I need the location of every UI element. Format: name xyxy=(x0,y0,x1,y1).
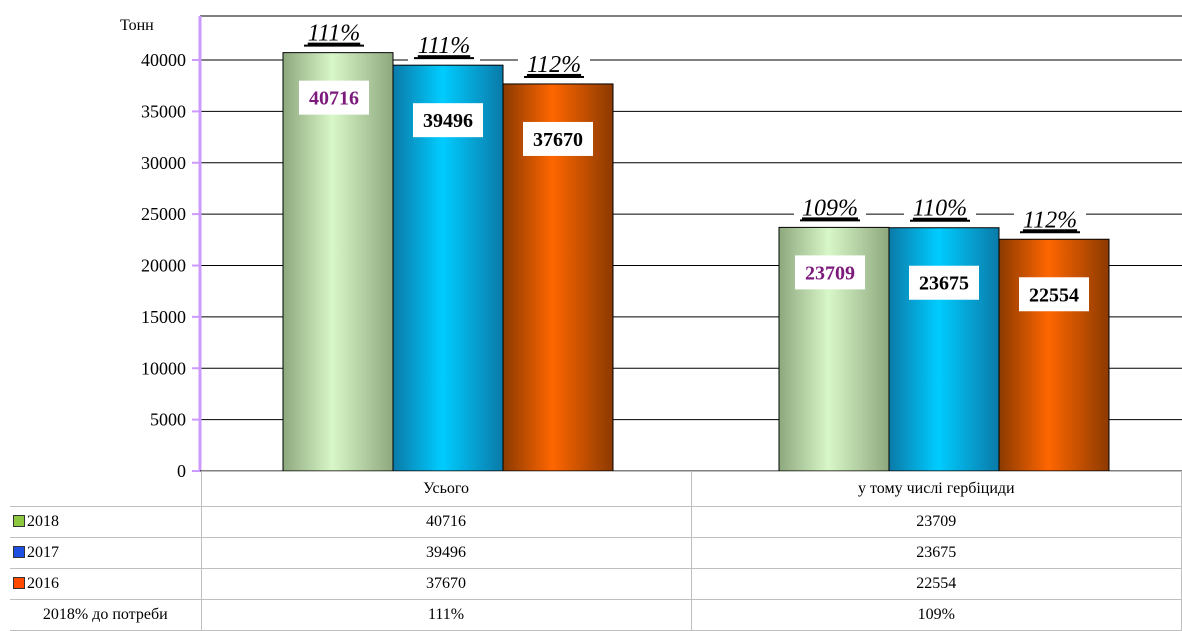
y-tick-label: 40000 xyxy=(141,50,186,70)
y-tick-label: 0 xyxy=(177,461,186,480)
data-table: Усього у тому числі гербіциди 2018 40716… xyxy=(10,471,1182,631)
data-label: 37670 xyxy=(533,129,583,151)
data-label: 23675 xyxy=(919,273,969,295)
percent-label: 110% xyxy=(913,196,967,222)
data-label-box xyxy=(909,265,979,300)
table-cell: 40716 xyxy=(200,506,692,538)
percent-label: 109% xyxy=(802,195,858,221)
data-label-box xyxy=(299,80,369,115)
legend-swatch-2017 xyxy=(13,546,25,558)
percent-label-box xyxy=(794,193,866,224)
bar-chart: 40716 111% 39496 111% 37670 112% 23709 109% 2367… xyxy=(120,15,1182,480)
data-label-box xyxy=(795,255,865,290)
y-axis-title: Тонн xyxy=(120,17,154,34)
bars-layer xyxy=(282,52,1110,472)
table-cell: 111% xyxy=(200,599,692,631)
bar-2016 xyxy=(998,238,1110,472)
y-tick-label: 35000 xyxy=(141,101,186,121)
table-row: 2016 37670 22554 xyxy=(10,568,1182,600)
data-label: 22554 xyxy=(1029,284,1079,306)
table-cell: 23709 xyxy=(690,506,1182,538)
y-tick-label: 30000 xyxy=(141,153,186,173)
table-cell: 109% xyxy=(690,599,1182,631)
percent-label-box xyxy=(408,31,480,62)
table-cell: 37670 xyxy=(200,568,692,600)
legend-swatch-2018 xyxy=(13,515,25,527)
labels-layer: 40716 111% 39496 111% 37670 112% 23709 109% 2367… xyxy=(298,18,1089,312)
percent-label-box xyxy=(298,18,370,49)
percent-label: 111% xyxy=(418,33,470,59)
y-tick-label: 5000 xyxy=(150,410,186,430)
table-row-label: 2018 xyxy=(10,506,202,538)
table-row-label: 2018% до потреби xyxy=(10,599,202,631)
data-label-box xyxy=(523,121,593,156)
data-label-box xyxy=(1019,277,1089,312)
percent-label-box xyxy=(518,49,590,80)
table-row: 2018% до потреби 111% 109% xyxy=(10,599,1182,631)
table-cell: 22554 xyxy=(690,568,1182,600)
bar-2017 xyxy=(888,227,1000,472)
table-row: 2017 39496 23675 xyxy=(10,537,1182,569)
data-label: 40716 xyxy=(309,88,359,110)
percent-label: 111% xyxy=(308,21,360,47)
percent-label-box xyxy=(904,193,976,224)
table-header-category: Усього xyxy=(200,471,692,507)
y-tick-label: 15000 xyxy=(141,307,186,327)
table-corner xyxy=(10,472,201,507)
y-tick-label: 25000 xyxy=(141,204,186,224)
data-label: 23709 xyxy=(805,262,855,284)
table-row-label: 2016 xyxy=(10,568,202,600)
percent-label-box xyxy=(1014,205,1086,236)
table-row-label: 2017 xyxy=(10,537,202,569)
y-tick-label: 10000 xyxy=(141,358,186,378)
table-cell: 23675 xyxy=(690,537,1182,569)
table-row: 2018 40716 23709 xyxy=(10,506,1182,538)
y-tick-label: 20000 xyxy=(141,256,186,276)
percent-label: 112% xyxy=(1023,207,1077,233)
percent-label: 112% xyxy=(527,52,581,78)
table-cell: 39496 xyxy=(200,537,692,569)
data-label: 39496 xyxy=(423,110,473,132)
table-header-category: у тому числі гербіциди xyxy=(690,471,1182,507)
data-label-box xyxy=(413,103,483,138)
bar-2018 xyxy=(282,52,394,472)
legend-swatch-2016 xyxy=(13,577,25,589)
